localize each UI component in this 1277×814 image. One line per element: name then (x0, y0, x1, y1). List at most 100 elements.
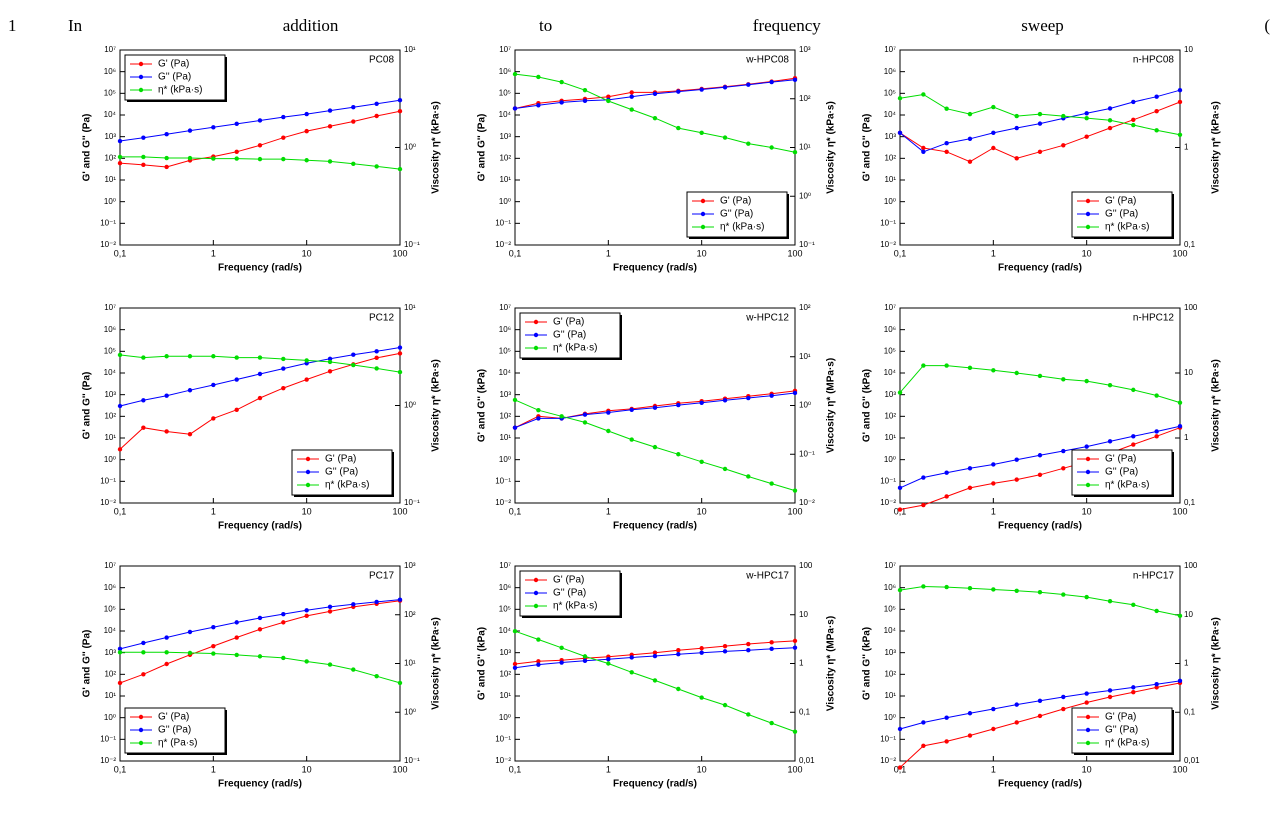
data-point (967, 733, 973, 738)
data-point (676, 125, 681, 131)
x-tick-label: 1 (991, 764, 996, 774)
y2-tick-label: 0,1 (1184, 240, 1196, 249)
y-tick-label: 10¹ (104, 175, 116, 184)
data-point (1177, 613, 1183, 619)
legend-label: G'' (Pa) (158, 72, 191, 83)
y-tick-label: 10⁰ (499, 197, 511, 206)
data-point (351, 352, 356, 357)
y-tick-label: 10³ (104, 648, 116, 657)
data-point (699, 130, 704, 136)
chart: 0,111010010⁻²10⁻¹10⁰10¹10²10³10⁴10⁵10⁶10… (862, 561, 1222, 790)
data-point (897, 726, 903, 732)
y2-axis-label: Viscosity η* (kPa·s) (431, 101, 442, 194)
data-point (164, 635, 169, 640)
y2-tick-label: 10¹ (404, 303, 416, 312)
data-point (234, 156, 239, 161)
y-tick-label: 10⁴ (104, 110, 117, 119)
data-point (374, 673, 379, 679)
legend-marker (700, 211, 706, 217)
data-point (792, 638, 798, 644)
data-point (234, 121, 239, 127)
data-point (187, 354, 193, 359)
x-tick-label: 0,1 (509, 764, 522, 774)
data-point (1037, 373, 1043, 379)
y-tick-label: 10⁷ (884, 45, 896, 54)
data-point (211, 624, 216, 630)
data-point (921, 363, 926, 368)
data-point (1014, 113, 1019, 119)
text-line: 1 In addition to frequency sweep ( (0, 8, 1277, 38)
data-point (141, 640, 146, 646)
chart-title: PC17 (369, 571, 394, 582)
y2-tick-label: 10² (404, 610, 416, 619)
data-point (164, 393, 169, 398)
data-point (792, 150, 798, 155)
data-point (1131, 99, 1136, 105)
data-point (559, 660, 564, 665)
data-point (397, 98, 403, 103)
data-point (897, 390, 903, 395)
data-point (1084, 378, 1089, 384)
data-point (1107, 694, 1113, 700)
data-point (769, 720, 774, 726)
y-tick-label: 10² (884, 153, 896, 162)
legend-label: G'' (Pa) (553, 588, 586, 599)
legend-marker (1085, 469, 1091, 475)
data-point (374, 164, 379, 169)
data-point (1014, 477, 1019, 482)
data-point (1107, 439, 1113, 444)
data-point (117, 447, 123, 452)
y-tick-label: 10⁴ (884, 110, 897, 119)
x-tick-label: 10 (1082, 506, 1092, 516)
data-point (234, 407, 239, 413)
data-point (722, 398, 728, 403)
legend-label: G'' (Pa) (720, 209, 753, 220)
data-point (921, 475, 926, 480)
data-point (944, 494, 949, 499)
x-axis-label: Frequency (rad/s) (998, 521, 1082, 532)
y-axis-label: G' and G'' (Pa) (477, 114, 488, 182)
y2-tick-label: 0,01 (799, 756, 815, 765)
y-tick-label: 10² (104, 411, 116, 420)
y-tick-label: 10⁷ (499, 45, 511, 54)
x-tick-label: 0,1 (114, 506, 127, 516)
data-point (582, 420, 588, 425)
y2-tick-label: 0,01 (1184, 756, 1200, 765)
data-point (187, 128, 193, 133)
y2-tick-label: 10⁻¹ (404, 498, 420, 507)
data-point (897, 96, 903, 101)
data-point (257, 371, 263, 377)
data-point (1084, 594, 1089, 600)
y-tick-label: 10³ (104, 132, 116, 141)
data-point (512, 397, 518, 403)
data-point (351, 161, 356, 167)
data-point (921, 584, 926, 589)
y-tick-label: 10⁰ (104, 455, 116, 464)
legend-marker (1085, 740, 1091, 746)
data-point (141, 672, 146, 677)
legend-label: η* (kPa·s) (158, 85, 202, 96)
x-axis-label: Frequency (rad/s) (613, 263, 697, 274)
data-point (991, 130, 996, 136)
x-tick-label: 1 (606, 248, 611, 258)
y-tick-label: 10⁻² (100, 240, 116, 249)
data-point (606, 98, 611, 104)
data-point (1131, 685, 1136, 690)
data-point (1131, 387, 1136, 393)
legend-label: G'' (Pa) (1105, 467, 1138, 478)
y2-tick-label: 10² (799, 303, 811, 312)
data-point (944, 140, 949, 146)
y-tick-label: 10⁻¹ (495, 476, 511, 485)
legend-marker (1085, 224, 1091, 230)
series-line (514, 73, 796, 153)
y-tick-label: 10⁷ (104, 561, 116, 570)
data-point (629, 107, 634, 112)
data-point (187, 431, 193, 437)
y-tick-label: 10⁶ (104, 583, 116, 592)
legend-label: G' (Pa) (553, 317, 584, 328)
chart-title: n-HPC12 (1133, 313, 1175, 324)
data-point (536, 408, 541, 413)
y2-tick-label: 10⁰ (404, 707, 416, 716)
data-point (211, 156, 216, 161)
